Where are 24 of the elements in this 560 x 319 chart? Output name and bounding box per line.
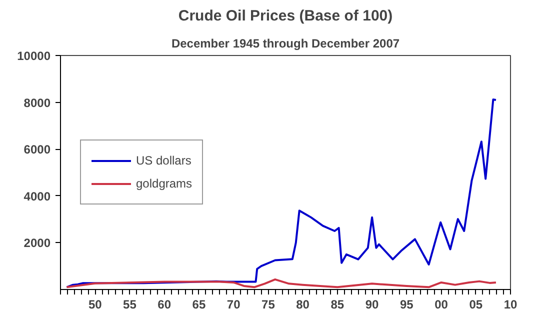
line-series (66, 98, 497, 288)
x-tick-label: 50 (88, 298, 102, 312)
x-tick-label: 75 (262, 298, 276, 312)
legend-label: goldgrams (136, 176, 192, 190)
x-tick-label: 55 (123, 298, 137, 312)
x-tick-label: 65 (192, 298, 206, 312)
x-tick-label: 05 (469, 298, 483, 312)
y-tick-label: 6000 (24, 142, 51, 157)
chart-title: Crude Oil Prices (Base of 100) (178, 8, 393, 24)
x-tick-label: 60 (158, 298, 172, 312)
x-tick-label: 10 (504, 298, 518, 312)
y-tick-label: 10000 (17, 49, 51, 63)
y-tick-label: 8000 (24, 96, 51, 110)
legend-label: US dollars (136, 154, 192, 168)
y-tick-label: 4000 (24, 189, 51, 204)
chart-subtitle: December 1945 through December 2007 (171, 36, 400, 50)
y-tick-label: 2000 (24, 236, 51, 250)
x-tick-label: 00 (434, 298, 448, 312)
x-tick-label: 70 (226, 298, 241, 312)
line-series (66, 278, 497, 288)
x-tick-label: 95 (400, 298, 414, 312)
x-tick-label: 90 (365, 298, 380, 312)
x-tick-label: 85 (330, 298, 344, 312)
x-tick-label: 80 (296, 298, 310, 312)
